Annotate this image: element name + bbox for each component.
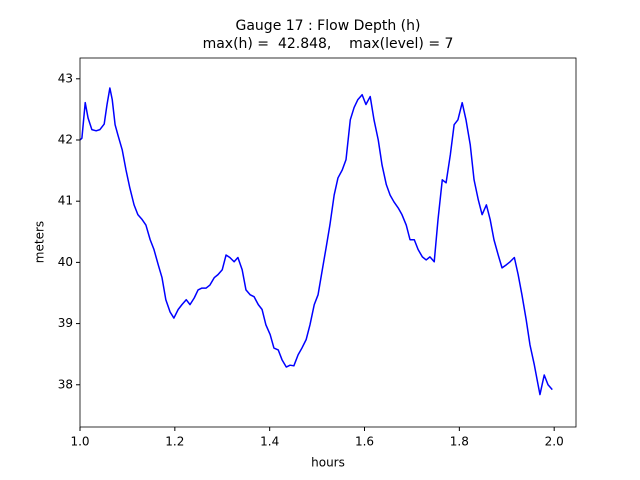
line-series (79, 87, 553, 396)
y-tick-label: 41 (58, 194, 73, 208)
y-tick-label: 38 (58, 377, 73, 391)
x-tick-label: 1.8 (450, 435, 469, 449)
x-tick-label: 1.6 (355, 435, 374, 449)
chart-title: Gauge 17 : Flow Depth (h) (236, 18, 421, 34)
y-tick-label: 40 (58, 255, 73, 269)
y-axis-label: meters (33, 221, 47, 263)
x-tick-label: 1.0 (70, 435, 89, 449)
plot-frame (79, 57, 577, 428)
y-tick-label: 42 (58, 133, 73, 147)
y-tick-label: 43 (58, 71, 73, 85)
x-tick-label: 1.4 (260, 435, 279, 449)
x-axis-label: hours (311, 456, 345, 470)
y-tick-label: 39 (58, 316, 73, 330)
x-tick-label: 2.0 (545, 435, 564, 449)
chart-subtitle: max(h) = 42.848, max(level) = 7 (203, 36, 454, 52)
x-tick-label: 1.2 (165, 435, 184, 449)
